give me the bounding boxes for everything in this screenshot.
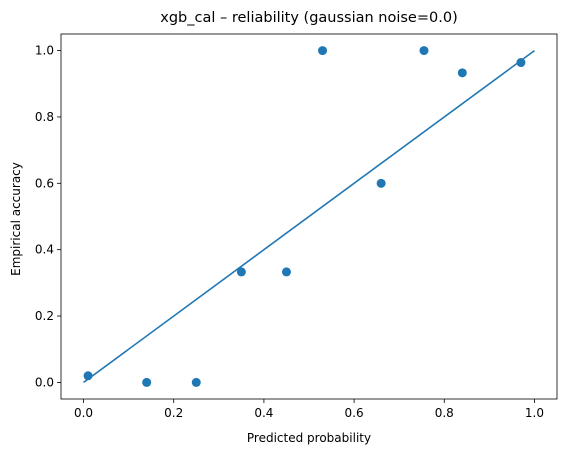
- scatter-point: [84, 371, 93, 380]
- x-axis-label: Predicted probability: [247, 431, 371, 445]
- y-tick-label: 0.2: [35, 309, 54, 323]
- x-tick-label: 0.2: [164, 406, 183, 420]
- scatter-point: [237, 267, 246, 276]
- scatter-point: [192, 378, 201, 387]
- scatter-point: [377, 179, 386, 188]
- scatter-point: [318, 46, 327, 55]
- y-tick-label: 0.4: [35, 243, 54, 257]
- chart-title: xgb_cal – reliability (gaussian noise=0.…: [160, 10, 457, 26]
- x-tick-label: 0.4: [254, 406, 273, 420]
- y-tick-label: 0.8: [35, 110, 54, 124]
- x-tick-label: 0.8: [435, 406, 454, 420]
- scatter-point: [419, 46, 428, 55]
- scatter-point: [142, 378, 151, 387]
- x-tick-label: 1.0: [525, 406, 544, 420]
- x-tick-label: 0.6: [345, 406, 364, 420]
- y-tick-label: 0.6: [35, 176, 54, 190]
- scatter-point: [282, 267, 291, 276]
- scatter-point: [458, 68, 467, 77]
- y-tick-label: 0.0: [35, 375, 54, 389]
- x-tick-label: 0.0: [74, 406, 93, 420]
- scatter-point: [516, 58, 525, 67]
- y-tick-label: 1.0: [35, 44, 54, 58]
- y-axis-label: Empirical accuracy: [9, 162, 23, 276]
